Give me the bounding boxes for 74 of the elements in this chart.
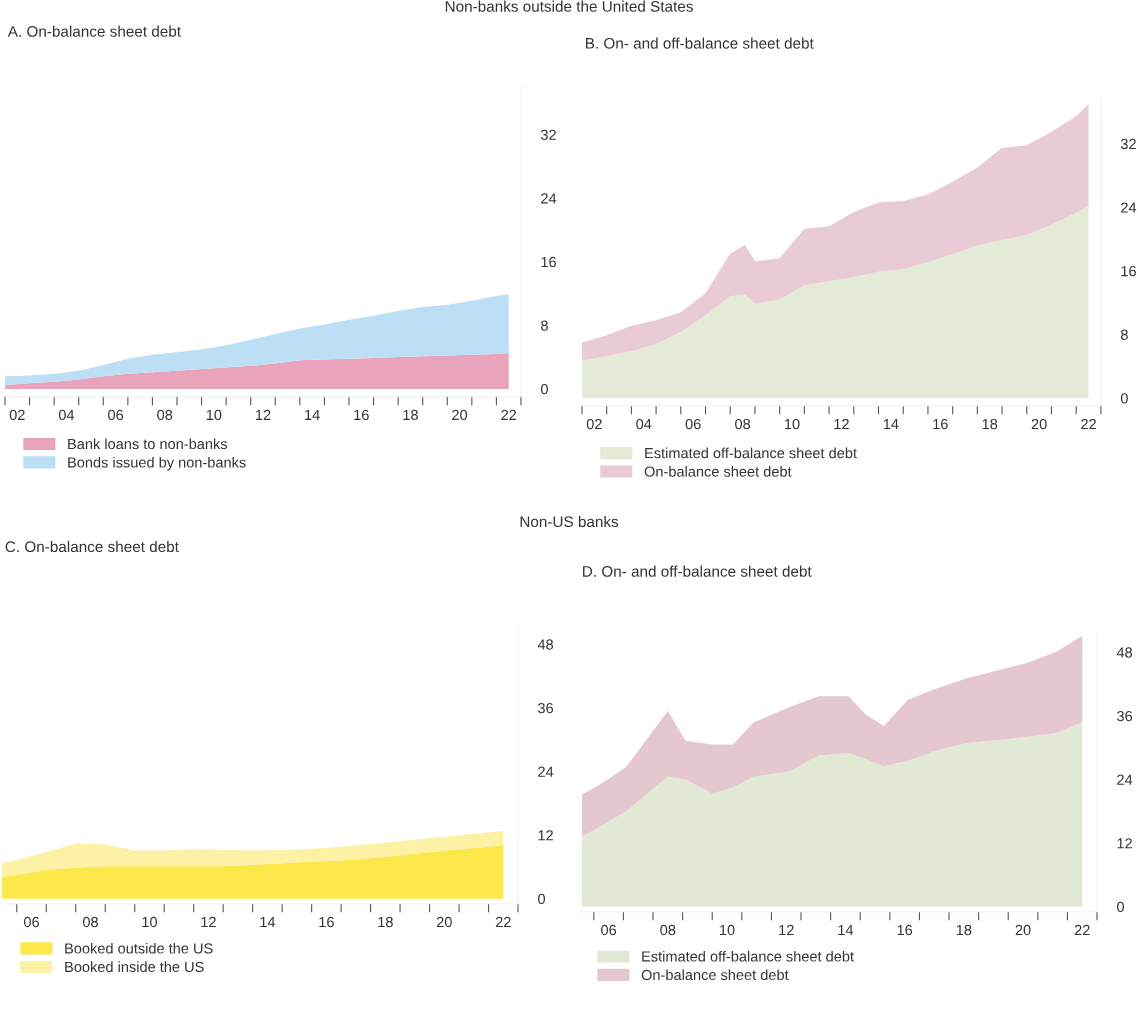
x-tick-label: 12 (255, 409, 271, 420)
y-tick-label: 32 (540, 129, 556, 140)
x-tick-label: 18 (403, 409, 418, 421)
x-tick-label: 20 (452, 409, 468, 421)
x-tick-label: 06 (601, 924, 617, 936)
y-tick-label: 12 (1117, 838, 1132, 849)
y-tick-label: 24 (1117, 774, 1133, 785)
legend-label: Booked outside the US (65, 942, 213, 954)
x-tick-label: 22 (1081, 418, 1096, 430)
y-tick-label: 36 (1117, 710, 1133, 722)
x-tick-label: 04 (636, 418, 652, 430)
x-tick-label: 08 (660, 924, 676, 936)
chart-title: D. On- and off-balance sheet debt (583, 565, 812, 577)
legend-label: Estimated off-balance sheet debt (642, 950, 854, 962)
x-tick-label: 16 (933, 418, 948, 430)
x-tick-label: 12 (201, 916, 216, 928)
x-tick-label: 08 (735, 418, 751, 430)
y-tick-label: 24 (1121, 202, 1137, 213)
x-tick-label: 06 (685, 418, 701, 430)
chart-title: B. On- and off-balance sheet debt (586, 37, 814, 49)
x-tick-label: 04 (58, 409, 75, 421)
y-tick-label: 8 (1120, 329, 1128, 340)
x-tick-label: 12 (779, 924, 794, 936)
x-tick-label: 22 (501, 409, 517, 420)
y-tick-label: 16 (541, 256, 556, 268)
x-tick-label: 16 (354, 409, 369, 421)
x-tick-label: 22 (1074, 924, 1090, 936)
y-tick-label: 48 (537, 639, 554, 650)
legend-label: On-balance sheet debt (644, 466, 792, 477)
x-tick-label: 14 (260, 916, 276, 928)
chart-title: C. On-balance sheet debt (5, 540, 179, 553)
x-tick-label: 10 (206, 409, 222, 421)
y-tick-label: 32 (1120, 138, 1136, 150)
x-tick-label: 16 (319, 916, 334, 928)
x-tick-label: 14 (883, 419, 899, 430)
x-tick-label: 10 (142, 916, 158, 928)
y-tick-label: 0 (1117, 901, 1125, 913)
x-tick-label: 20 (436, 916, 452, 928)
x-tick-label: 08 (82, 916, 98, 928)
x-tick-label: 02 (586, 418, 602, 430)
x-tick-label: 10 (785, 418, 800, 430)
legend-label: On-balance sheet debt (641, 969, 789, 981)
x-tick-label: 08 (157, 409, 173, 421)
y-tick-label: 0 (538, 893, 545, 905)
y-tick-label: 8 (541, 320, 548, 331)
x-tick-label: 22 (495, 916, 511, 928)
x-tick-label: 10 (720, 924, 735, 936)
legend-label: Estimated off-balance sheet debt (645, 447, 857, 459)
x-tick-label: 12 (834, 418, 849, 430)
x-tick-label: 14 (305, 409, 320, 420)
y-tick-label: 48 (1116, 647, 1133, 658)
x-tick-label: 06 (108, 409, 124, 421)
y-tick-label: 16 (1121, 265, 1136, 277)
legend-label: Bonds issued by non-banks (68, 456, 246, 471)
x-tick-label: 18 (956, 924, 972, 936)
x-tick-label: 02 (9, 409, 25, 421)
y-tick-label: 12 (538, 830, 553, 841)
y-tick-label: 36 (538, 702, 554, 714)
x-tick-label: 18 (378, 916, 393, 928)
y-tick-label: 24 (541, 193, 557, 204)
x-tick-label: 20 (1031, 418, 1047, 430)
x-tick-label: 06 (23, 916, 39, 928)
y-tick-label: 0 (1120, 393, 1128, 404)
x-tick-label: 16 (897, 924, 913, 936)
legend-label: Booked inside the US (65, 961, 204, 973)
y-tick-label: 0 (540, 384, 548, 395)
x-tick-label: 14 (838, 925, 854, 936)
x-tick-label: 18 (982, 418, 998, 430)
x-tick-label: 20 (1015, 924, 1031, 936)
text: Non-banks outside the United States (445, 0, 693, 12)
y-tick-label: 24 (538, 766, 554, 777)
legend-label: Bank loans to non-banks (68, 438, 228, 450)
chart-title: A. On-balance sheet debt (7, 25, 181, 37)
text: Non-US banks (520, 515, 619, 528)
